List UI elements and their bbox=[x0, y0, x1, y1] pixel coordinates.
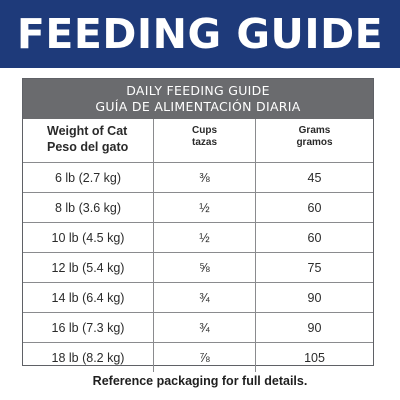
grams-cell: 75 bbox=[307, 260, 322, 275]
page-title: FEEDING GUIDE bbox=[16, 10, 384, 58]
cups-cell: ½ bbox=[153, 223, 256, 252]
cups-header-en: Cups bbox=[192, 125, 217, 136]
cups-cell: ¾ bbox=[153, 283, 256, 312]
footer-note: Reference packaging for full details. bbox=[92, 374, 308, 388]
weight-cell: 18 lb (8.2 kg) bbox=[51, 350, 125, 365]
weight-cell: 8 lb (3.6 kg) bbox=[54, 200, 121, 215]
table-row: 12 lb (5.4 kg) ⅝ 75 bbox=[23, 253, 373, 283]
weight-header-es: Peso del gato bbox=[47, 140, 129, 154]
table-row: 14 lb (6.4 kg) ¾ 90 bbox=[23, 283, 373, 313]
grams-header-es: gramos bbox=[296, 137, 333, 148]
cups-cell: ⅜ bbox=[153, 163, 256, 192]
table-heading: DAILY FEEDING GUIDE GUÍA DE ALIMENTACIÓN… bbox=[23, 79, 373, 119]
table-heading-en: DAILY FEEDING GUIDE bbox=[126, 83, 270, 98]
grams-cell: 60 bbox=[307, 200, 322, 215]
grams-cell: 90 bbox=[307, 320, 322, 335]
table-row: 8 lb (3.6 kg) ½ 60 bbox=[23, 193, 373, 223]
weight-cell: 6 lb (2.7 kg) bbox=[54, 170, 121, 185]
grams-header-en: Grams bbox=[298, 125, 331, 136]
weight-cell: 14 lb (6.4 kg) bbox=[51, 290, 125, 305]
cups-cell: ⅞ bbox=[153, 343, 256, 372]
cups-header-es: tazas bbox=[191, 137, 217, 148]
table-row: 18 lb (8.2 kg) ⅞ 105 bbox=[23, 343, 373, 372]
table-row: 6 lb (2.7 kg) ⅜ 45 bbox=[23, 163, 373, 193]
grams-cell: 90 bbox=[307, 290, 322, 305]
grams-cell: 105 bbox=[304, 350, 325, 365]
cups-column-header: Cups tazas bbox=[153, 119, 256, 162]
feeding-table: DAILY FEEDING GUIDE GUÍA DE ALIMENTACIÓN… bbox=[22, 78, 374, 372]
cups-cell: ¾ bbox=[153, 313, 256, 342]
cups-cell: ½ bbox=[153, 193, 256, 222]
grams-cell: 45 bbox=[307, 170, 322, 185]
weight-cell: 10 lb (4.5 kg) bbox=[51, 230, 125, 245]
weight-column-header: Weight of Cat Peso del gato bbox=[23, 119, 153, 162]
table-row: 16 lb (7.3 kg) ¾ 90 bbox=[23, 313, 373, 343]
table-body: 6 lb (2.7 kg) ⅜ 45 8 lb (3.6 kg) ½ 60 10… bbox=[23, 163, 373, 372]
table-row: 10 lb (4.5 kg) ½ 60 bbox=[23, 223, 373, 253]
column-header-row: Weight of Cat Peso del gato Cups tazas G… bbox=[23, 119, 373, 163]
grams-column-header: Grams gramos bbox=[256, 119, 373, 162]
table-heading-es: GUÍA DE ALIMENTACIÓN DIARIA bbox=[95, 99, 301, 114]
weight-header-en: Weight of Cat bbox=[47, 124, 128, 138]
cups-cell: ⅝ bbox=[153, 253, 256, 282]
feeding-guide-banner: FEEDING GUIDE bbox=[0, 0, 400, 68]
weight-cell: 12 lb (5.4 kg) bbox=[51, 260, 125, 275]
grams-cell: 60 bbox=[307, 230, 322, 245]
weight-cell: 16 lb (7.3 kg) bbox=[51, 320, 125, 335]
